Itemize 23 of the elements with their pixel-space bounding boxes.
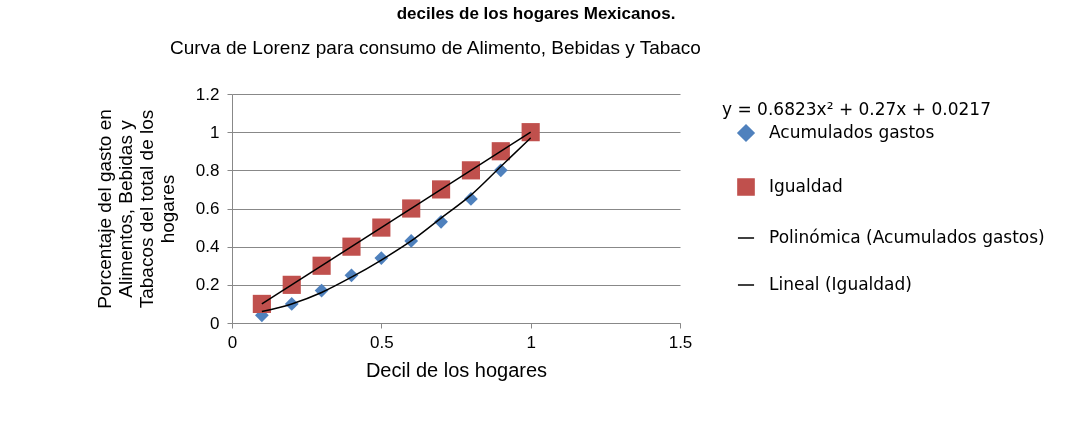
legend-label: Polinómica (Acumulados gastos) [769,227,1045,247]
y-tick-label: 0.8 [195,160,220,180]
chart-title: Curva de Lorenz para consumo de Alimento, Bebidas y Tabaco [170,37,701,58]
legend-label: Igualdad [769,176,843,196]
y-tick-label: 0.6 [195,199,220,218]
x-tick-label: 1.5 [668,332,693,352]
y-tick-label: 0.2 [195,275,220,295]
y-tick-label: 1.2 [195,84,220,104]
text: deciles de los hogares Mexicanos. [396,4,676,23]
legend-label: Acumulados gastos [769,122,935,142]
text: y = 0.6823x² + 0.27x + 0.0217 [722,99,991,119]
x-tick-label: 1 [526,332,536,352]
point [521,123,540,142]
point [342,237,361,256]
y-tick-label: 0.4 [195,237,220,257]
y-tick-label: 1 [210,122,220,142]
y-axis-title: Porcentaje del gasto en Alimentos, Bebidas y Tabacos del total de los hogares [93,109,178,309]
x-tick-label: 0 [227,332,238,352]
x-axis-title: Decil de los hogares [365,358,548,381]
point [402,199,421,218]
y-tick-label: 0 [210,313,220,333]
legend-label: Lineal (Igualdad) [769,274,912,294]
x-tick-label: 0.5 [370,332,394,352]
